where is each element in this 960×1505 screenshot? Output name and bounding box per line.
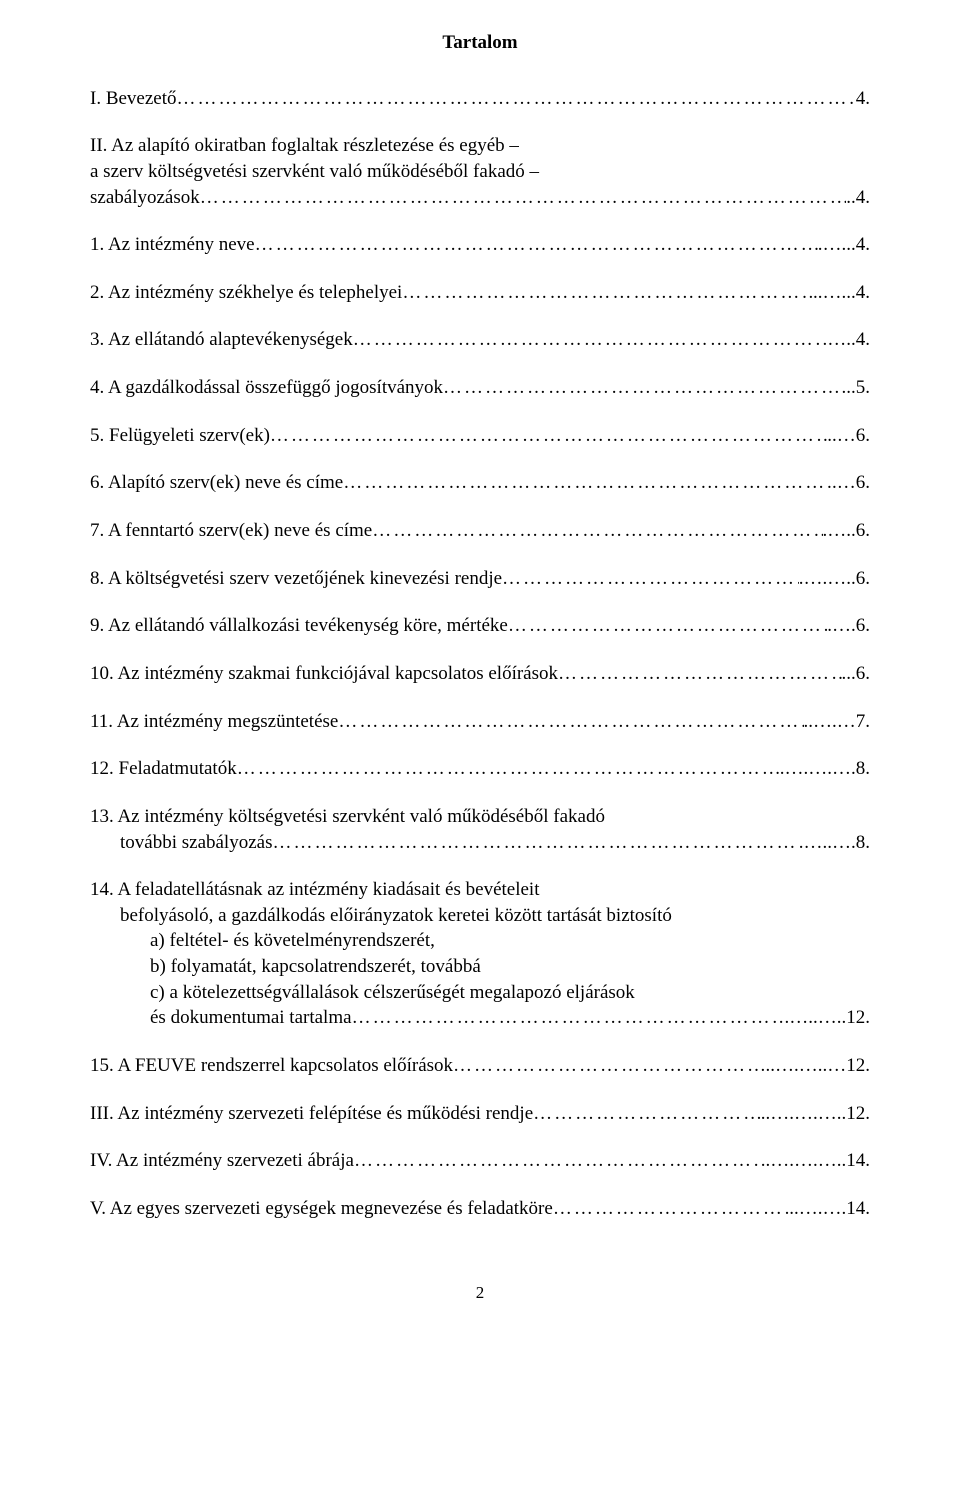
toc-page: .….6.	[827, 613, 870, 639]
toc-sub-label: a) feltétel- és követelményrendszerét,	[90, 928, 870, 954]
toc-label: 1. Az intézmény neve	[90, 232, 255, 258]
toc-entry: 9. Az ellátandó vállalkozási tevékenység…	[90, 613, 870, 639]
toc-entry: 15. A FEUVE rendszerrel kapcsolatos előí…	[90, 1053, 870, 1079]
toc-label: szabályozások	[90, 185, 200, 211]
toc-leader	[553, 1196, 789, 1222]
toc-page: ...5.	[842, 375, 871, 401]
toc-entry: 2. Az intézmény székhelye és telephelyei…	[90, 280, 870, 306]
toc-page: .…..4.	[823, 327, 871, 353]
toc-label: 6. Alapító szerv(ek) neve és címe	[90, 470, 343, 496]
table-of-contents: I. Bevezető 4. II. Az alapító okiratban fo…	[90, 86, 870, 1222]
toc-page: .…..6.	[823, 518, 871, 544]
toc-leader	[352, 1005, 785, 1031]
toc-page: ..…...4.	[813, 280, 870, 306]
toc-page: .…..….8.	[799, 830, 870, 856]
toc-page: .….…..6.	[799, 566, 870, 592]
toc-label: V. Az egyes szervezeti egységek megnevez…	[90, 1196, 553, 1222]
toc-leader	[237, 756, 780, 782]
toc-label: további szabályozás	[120, 830, 272, 856]
toc-entry: IV. Az intézmény szervezeti ábrája ..….….…	[90, 1148, 870, 1174]
toc-entry: 7. A fenntartó szerv(ek) neve és címe .….…	[90, 518, 870, 544]
toc-page: ..…6.	[827, 423, 870, 449]
toc-sub-label: befolyásoló, a gazdálkodás előirányzatok…	[90, 903, 870, 929]
toc-label: 15. A FEUVE rendszerrel kapcsolatos előí…	[90, 1053, 453, 1079]
toc-leader	[372, 518, 822, 544]
toc-label: és dokumentumai tartalma	[150, 1005, 352, 1031]
toc-entry: 8. A költségvetési szerv vezetőjének kin…	[90, 566, 870, 592]
toc-leader	[558, 661, 842, 687]
toc-entry: I. Bevezető 4.	[90, 86, 870, 112]
toc-leader	[353, 327, 823, 353]
toc-sub-label: b) folyamatát, kapcsolatrendszerét, tová…	[90, 954, 870, 980]
toc-page: ..4.	[846, 185, 870, 211]
toc-label: 12. Feladatmutatók	[90, 756, 237, 782]
toc-entry: 4. A gazdálkodással összefüggő jogosítvá…	[90, 375, 870, 401]
toc-label: IV. Az intézmény szervezeti ábrája	[90, 1148, 354, 1174]
toc-leader	[343, 470, 832, 496]
toc-label: II. Az alapító okiratban foglaltak részl…	[90, 133, 870, 159]
toc-entry: 11. Az intézmény megszüntetése ..….…7.	[90, 709, 870, 735]
toc-leader	[443, 375, 841, 401]
toc-leader	[502, 566, 799, 592]
toc-entry: 14. A feladatellátásnak az intézmény kia…	[90, 877, 870, 1031]
toc-page: ..….….14.	[789, 1196, 870, 1222]
toc-label: 4. A gazdálkodással összefüggő jogosítvá…	[90, 375, 443, 401]
toc-leader	[177, 86, 856, 112]
toc-label: 2. Az intézmény székhelye és telephelyei	[90, 280, 402, 306]
toc-leader	[255, 232, 818, 258]
toc-leader	[338, 709, 803, 735]
toc-label: 7. A fenntartó szerv(ek) neve és címe	[90, 518, 372, 544]
toc-label: 9. Az ellátandó vállalkozási tevékenység…	[90, 613, 508, 639]
toc-entry: 12. Feladatmutatók .….….….8.	[90, 756, 870, 782]
toc-label: I. Bevezető	[90, 86, 177, 112]
toc-leader	[508, 613, 827, 639]
toc-label: a szerv költségvetési szervként való műk…	[90, 159, 870, 185]
toc-label: III. Az intézmény szervezeti felépítése …	[90, 1101, 533, 1127]
toc-entry: 6. Alapító szerv(ek) neve és címe .…6.	[90, 470, 870, 496]
toc-label: 3. Az ellátandó alaptevékenységek	[90, 327, 353, 353]
toc-page: ..….…..…12.	[766, 1053, 871, 1079]
toc-entry: 13. Az intézmény költségvetési szervként…	[90, 804, 870, 855]
toc-entry: III. Az intézmény szervezeti felépítése …	[90, 1101, 870, 1127]
toc-leader	[200, 185, 847, 211]
toc-entry: 5. Felügyeleti szerv(ek) ..…6.	[90, 423, 870, 449]
toc-page: ..….….…..12.	[761, 1101, 870, 1127]
toc-label: 5. Felügyeleti szerv(ek)	[90, 423, 270, 449]
toc-leader	[533, 1101, 761, 1127]
toc-page: ...6.	[842, 661, 871, 687]
toc-page: ..….…7.	[804, 709, 871, 735]
toc-label: 10. Az intézmény szakmai funkciójával ka…	[90, 661, 558, 687]
toc-entry: 10. Az intézmény szakmai funkciójával ka…	[90, 661, 870, 687]
page-title: Tartalom	[90, 30, 870, 56]
toc-entry: 1. Az intézmény neve .…...4.	[90, 232, 870, 258]
toc-page: .…6.	[832, 470, 870, 496]
toc-sub-label: c) a kötelezettségvállalások célszerűség…	[90, 980, 870, 1006]
toc-page: ..….….…..14.	[761, 1148, 870, 1174]
toc-page: .…...4.	[818, 232, 870, 258]
page-number: 2	[90, 1282, 870, 1305]
toc-entry: 3. Az ellátandó alaptevékenységek .…..4.	[90, 327, 870, 353]
toc-entry: II. Az alapító okiratban foglaltak részl…	[90, 133, 870, 210]
toc-entry: V. Az egyes szervezeti egységek megnevez…	[90, 1196, 870, 1222]
toc-leader	[270, 423, 827, 449]
toc-page: 4.	[856, 86, 870, 112]
toc-page: .…..…..12.	[785, 1005, 871, 1031]
toc-leader	[272, 830, 798, 856]
toc-label: 13. Az intézmény költségvetési szervként…	[90, 804, 870, 830]
toc-label: 11. Az intézmény megszüntetése	[90, 709, 338, 735]
toc-label: 14. A feladatellátásnak az intézmény kia…	[90, 877, 870, 903]
toc-leader	[402, 280, 813, 306]
toc-leader	[453, 1053, 765, 1079]
toc-label: 8. A költségvetési szerv vezetőjének kin…	[90, 566, 502, 592]
toc-page: .….….….8.	[780, 756, 870, 782]
toc-leader	[354, 1148, 761, 1174]
